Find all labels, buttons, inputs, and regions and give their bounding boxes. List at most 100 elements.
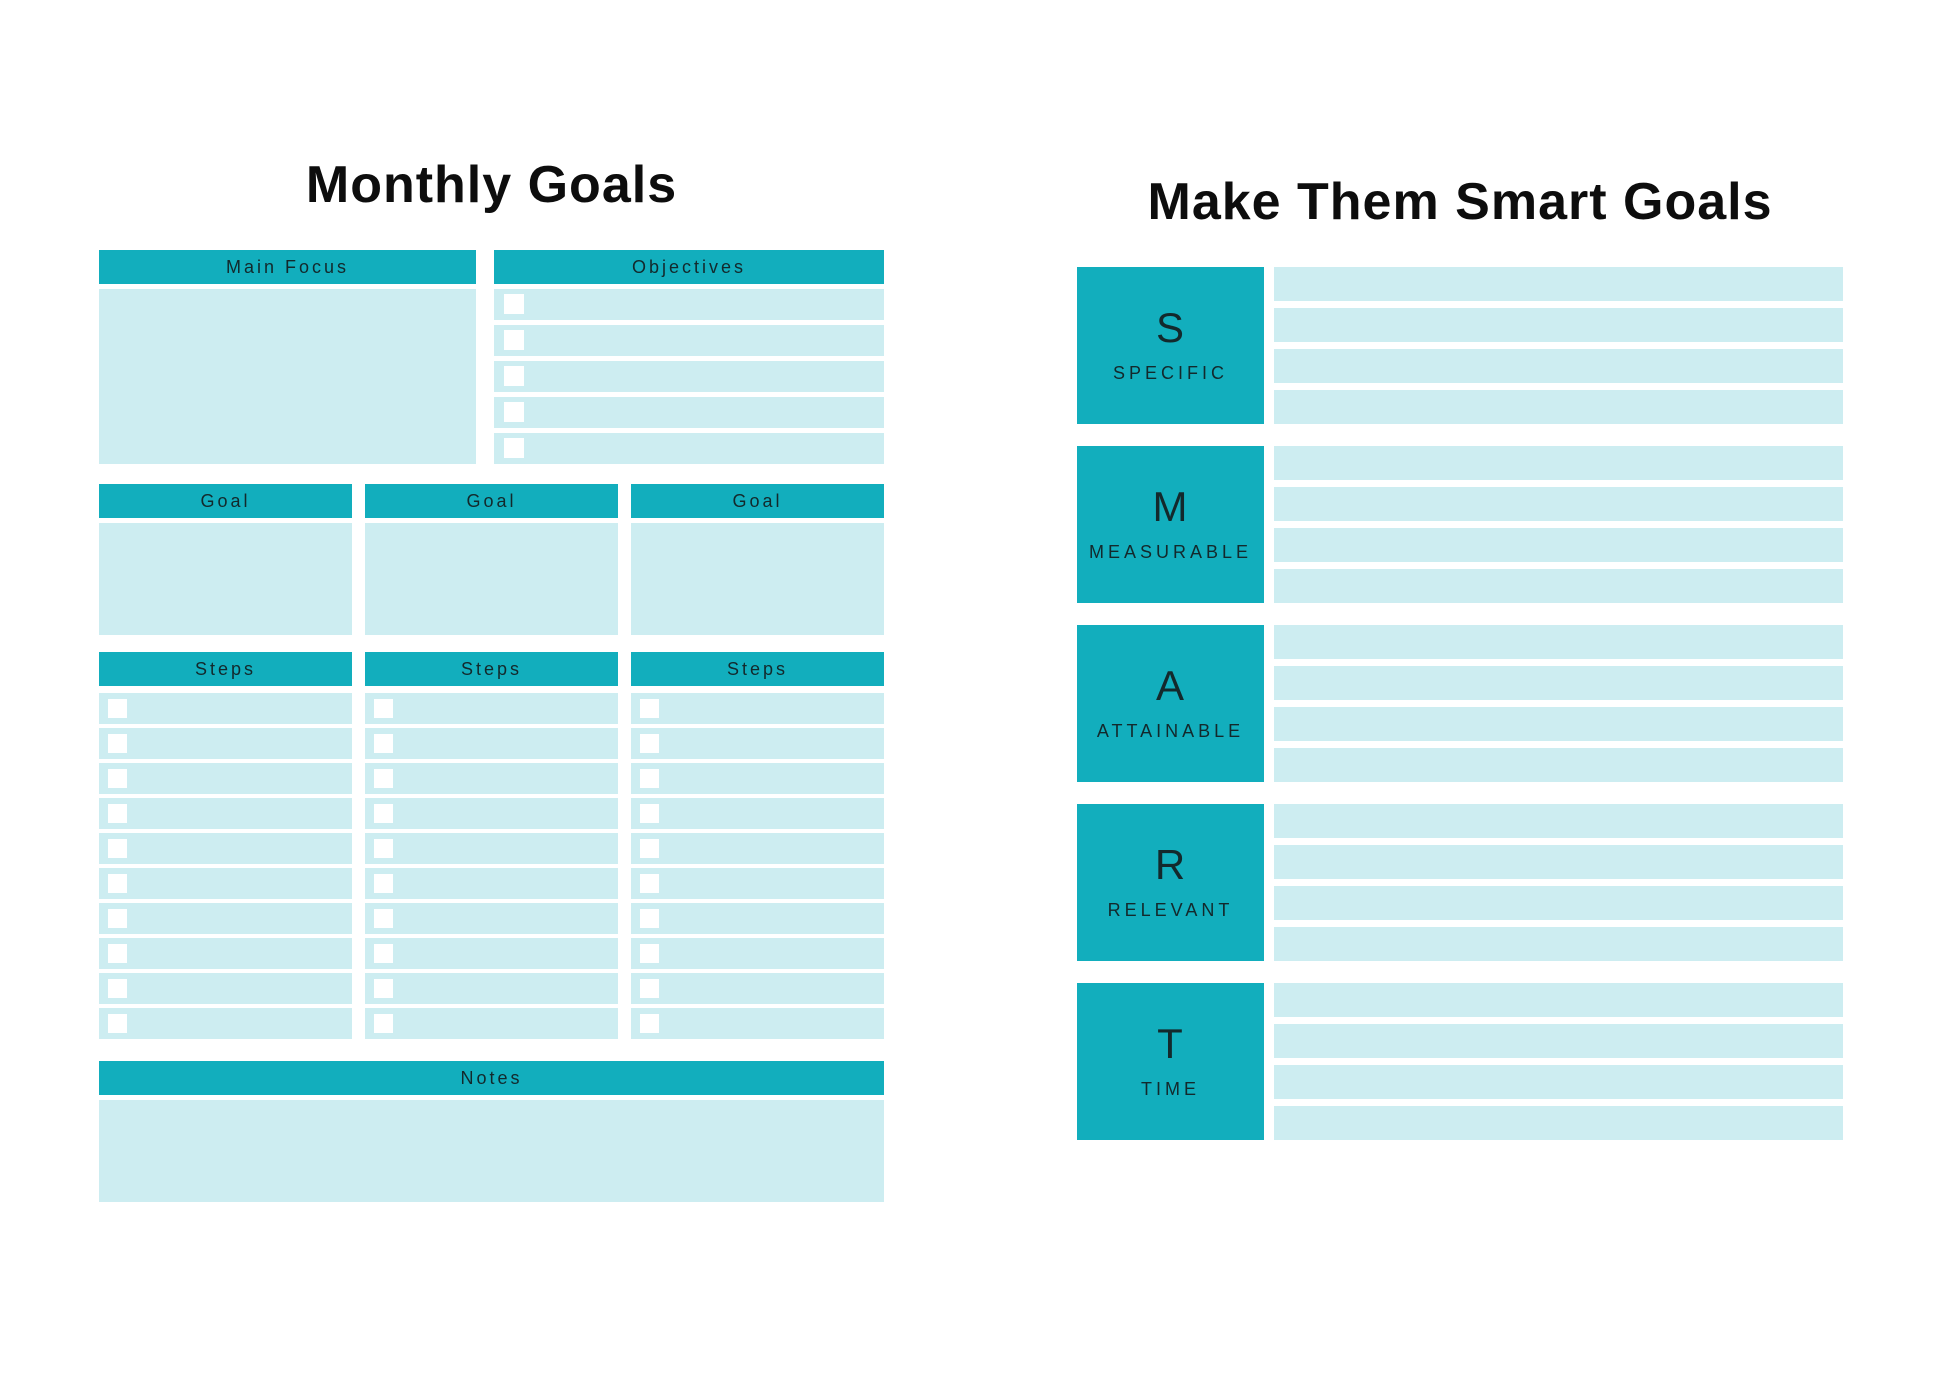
step-row[interactable] bbox=[631, 938, 884, 969]
step-row[interactable] bbox=[99, 903, 352, 934]
step-row[interactable] bbox=[631, 1008, 884, 1039]
step-row[interactable] bbox=[631, 868, 884, 899]
write-line[interactable] bbox=[1274, 748, 1843, 782]
write-line[interactable] bbox=[1274, 1065, 1843, 1099]
write-line[interactable] bbox=[1274, 349, 1843, 383]
checkbox-icon[interactable] bbox=[108, 769, 127, 788]
step-row[interactable] bbox=[631, 833, 884, 864]
notes-input-box[interactable] bbox=[99, 1100, 884, 1202]
checkbox-icon[interactable] bbox=[108, 944, 127, 963]
checkbox-icon[interactable] bbox=[108, 979, 127, 998]
step-row[interactable] bbox=[631, 728, 884, 759]
step-row[interactable] bbox=[99, 938, 352, 969]
checkbox-icon[interactable] bbox=[374, 874, 393, 893]
goal-header: Goal bbox=[631, 484, 884, 518]
step-row[interactable] bbox=[365, 798, 618, 829]
checkbox-icon[interactable] bbox=[374, 839, 393, 858]
write-line[interactable] bbox=[1274, 625, 1843, 659]
step-row[interactable] bbox=[365, 763, 618, 794]
write-line[interactable] bbox=[1274, 1024, 1843, 1058]
checkbox-icon[interactable] bbox=[640, 874, 659, 893]
goal-input-box[interactable] bbox=[365, 523, 618, 635]
checkbox-icon[interactable] bbox=[108, 699, 127, 718]
objective-row[interactable] bbox=[494, 433, 884, 464]
step-row[interactable] bbox=[99, 1008, 352, 1039]
checkbox-icon[interactable] bbox=[640, 839, 659, 858]
monthly-goals-page: Monthly Goals Main Focus Objectives bbox=[99, 0, 884, 1376]
checkbox-icon[interactable] bbox=[374, 699, 393, 718]
checkbox-icon[interactable] bbox=[108, 909, 127, 928]
step-row[interactable] bbox=[365, 693, 618, 724]
checkbox-icon[interactable] bbox=[504, 438, 524, 458]
write-line[interactable] bbox=[1274, 983, 1843, 1017]
checkbox-icon[interactable] bbox=[640, 979, 659, 998]
write-line[interactable] bbox=[1274, 267, 1843, 301]
write-line[interactable] bbox=[1274, 528, 1843, 562]
goal-input-box[interactable] bbox=[99, 523, 352, 635]
write-line[interactable] bbox=[1274, 308, 1843, 342]
write-line[interactable] bbox=[1274, 666, 1843, 700]
step-row[interactable] bbox=[99, 693, 352, 724]
step-row[interactable] bbox=[99, 728, 352, 759]
step-row[interactable] bbox=[365, 728, 618, 759]
step-row[interactable] bbox=[365, 938, 618, 969]
objective-row[interactable] bbox=[494, 325, 884, 356]
step-row[interactable] bbox=[631, 798, 884, 829]
write-line[interactable] bbox=[1274, 1106, 1843, 1140]
step-row[interactable] bbox=[631, 973, 884, 1004]
checkbox-icon[interactable] bbox=[640, 769, 659, 788]
step-row[interactable] bbox=[365, 833, 618, 864]
step-row[interactable] bbox=[365, 903, 618, 934]
notes-header: Notes bbox=[99, 1061, 884, 1095]
checkbox-icon[interactable] bbox=[640, 909, 659, 928]
step-row[interactable] bbox=[99, 763, 352, 794]
write-line[interactable] bbox=[1274, 390, 1843, 424]
checkbox-icon[interactable] bbox=[108, 734, 127, 753]
goal-input-box[interactable] bbox=[631, 523, 884, 635]
checkbox-icon[interactable] bbox=[374, 944, 393, 963]
checkbox-icon[interactable] bbox=[640, 804, 659, 823]
checkbox-icon[interactable] bbox=[640, 944, 659, 963]
main-focus-input-box[interactable] bbox=[99, 289, 476, 464]
write-line[interactable] bbox=[1274, 845, 1843, 879]
checkbox-icon[interactable] bbox=[374, 734, 393, 753]
write-line[interactable] bbox=[1274, 927, 1843, 961]
step-row[interactable] bbox=[99, 973, 352, 1004]
objective-row[interactable] bbox=[494, 397, 884, 428]
checkbox-icon[interactable] bbox=[504, 402, 524, 422]
step-row[interactable] bbox=[365, 868, 618, 899]
checkbox-icon[interactable] bbox=[108, 839, 127, 858]
checkbox-icon[interactable] bbox=[640, 734, 659, 753]
write-line[interactable] bbox=[1274, 487, 1843, 521]
checkbox-icon[interactable] bbox=[108, 874, 127, 893]
step-row[interactable] bbox=[99, 798, 352, 829]
write-line[interactable] bbox=[1274, 707, 1843, 741]
smart-block-time: T TIME bbox=[1077, 983, 1843, 1140]
step-row[interactable] bbox=[99, 868, 352, 899]
checkbox-icon[interactable] bbox=[374, 804, 393, 823]
checkbox-icon[interactable] bbox=[374, 979, 393, 998]
objective-row[interactable] bbox=[494, 289, 884, 320]
checkbox-icon[interactable] bbox=[374, 769, 393, 788]
step-row[interactable] bbox=[365, 1008, 618, 1039]
write-line[interactable] bbox=[1274, 569, 1843, 603]
checkbox-icon[interactable] bbox=[504, 366, 524, 386]
step-row[interactable] bbox=[365, 973, 618, 1004]
checkbox-icon[interactable] bbox=[374, 1014, 393, 1033]
write-line[interactable] bbox=[1274, 886, 1843, 920]
step-row[interactable] bbox=[631, 903, 884, 934]
write-line[interactable] bbox=[1274, 804, 1843, 838]
write-line[interactable] bbox=[1274, 446, 1843, 480]
objective-row[interactable] bbox=[494, 361, 884, 392]
step-row[interactable] bbox=[631, 763, 884, 794]
step-row[interactable] bbox=[99, 833, 352, 864]
checkbox-icon[interactable] bbox=[504, 294, 524, 314]
checkbox-icon[interactable] bbox=[108, 1014, 127, 1033]
checkbox-icon[interactable] bbox=[640, 1014, 659, 1033]
checkbox-icon[interactable] bbox=[374, 909, 393, 928]
checkbox-icon[interactable] bbox=[108, 804, 127, 823]
main-focus-header: Main Focus bbox=[99, 250, 476, 284]
step-row[interactable] bbox=[631, 693, 884, 724]
checkbox-icon[interactable] bbox=[640, 699, 659, 718]
checkbox-icon[interactable] bbox=[504, 330, 524, 350]
